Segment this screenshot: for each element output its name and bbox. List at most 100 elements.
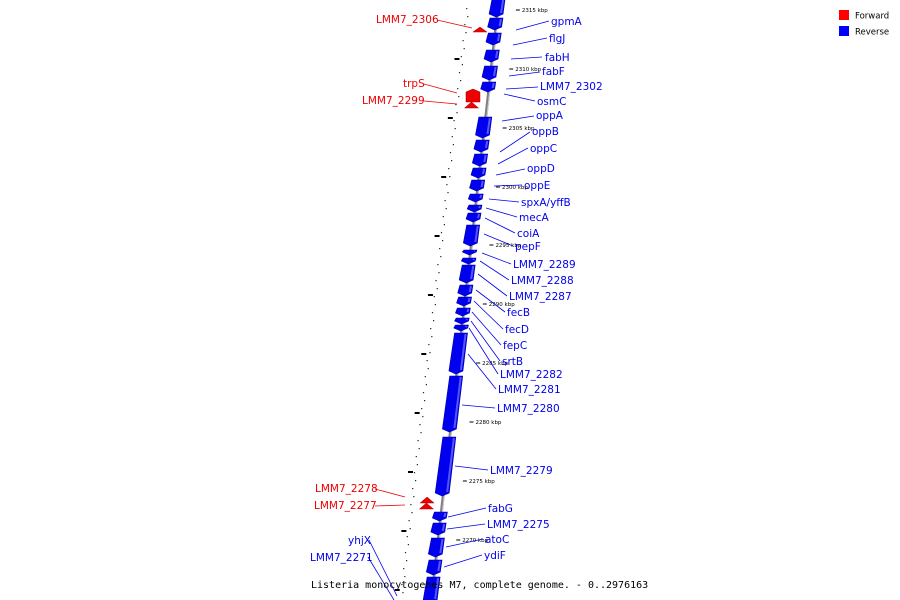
reverse-gene-feature[interactable] [460, 257, 477, 265]
position-dot [434, 304, 436, 306]
gene-features[interactable] [418, 0, 506, 600]
gene-label[interactable]: LMM7_2289 [513, 259, 576, 271]
gene-label[interactable]: LMM7_2287 [509, 291, 572, 303]
gene-label[interactable]: osmC [537, 96, 566, 108]
gene-label[interactable]: spxA/yffB [521, 197, 571, 209]
position-dot [416, 464, 418, 466]
reverse-gene-feature[interactable] [442, 375, 464, 433]
reverse-gene-feature[interactable] [455, 307, 471, 317]
gene-label[interactable]: oppC [530, 143, 557, 155]
gene-label[interactable]: fabG [488, 503, 513, 515]
reverse-gene-feature[interactable] [483, 49, 500, 63]
reverse-gene-feature[interactable] [454, 317, 470, 325]
gene-label[interactable]: srtB [502, 356, 523, 368]
gene-label[interactable]: LMM7_2280 [497, 403, 560, 415]
legend-reverse-swatch [839, 26, 849, 36]
reverse-gene-feature[interactable] [480, 81, 497, 93]
gene-label[interactable]: oppB [532, 126, 559, 138]
reverse-gene-feature[interactable] [432, 511, 448, 522]
reverse-gene-feature[interactable] [473, 139, 490, 153]
reverse-gene-feature[interactable] [448, 332, 468, 375]
gene-shade [443, 512, 447, 518]
gene-label[interactable]: mecA [519, 212, 549, 224]
position-dash [441, 176, 447, 178]
reverse-gene-feature[interactable] [453, 324, 469, 332]
label-leader-line [423, 83, 458, 94]
gene-label[interactable]: LMM7_2278 [315, 483, 378, 495]
gene-labels[interactable]: LMM7_2306 trpS LMM7_2299 LMM7_2278 LMM7_2277… [310, 14, 603, 564]
reverse-gene-feature[interactable] [456, 296, 472, 307]
gene-shade [480, 180, 484, 188]
gene-label[interactable]: yhjX [348, 535, 371, 547]
gene-label[interactable]: oppD [527, 163, 555, 175]
reverse-gene-feature[interactable] [457, 284, 474, 297]
gene-label[interactable]: LMM7_2282 [500, 369, 563, 381]
position-dot [463, 48, 465, 50]
position-dot [413, 496, 415, 498]
reverse-gene-feature[interactable] [469, 179, 486, 192]
gene-label[interactable]: fecD [505, 324, 529, 336]
tick-label: 2305 kbp [509, 126, 535, 132]
reverse-gene-feature[interactable] [470, 167, 487, 179]
gene-label[interactable]: LMM7_2299 [362, 95, 425, 107]
position-dot [461, 64, 463, 66]
gene-label[interactable]: ydiF [484, 550, 506, 562]
reverse-gene-feature[interactable] [425, 559, 443, 576]
reverse-gene-feature[interactable] [487, 17, 504, 31]
position-dot [446, 184, 448, 186]
gene-label[interactable]: fepC [503, 340, 527, 352]
legend-forward-swatch [839, 10, 849, 20]
gene-label[interactable]: LMM7_2281 [498, 384, 561, 396]
gene-label[interactable]: trpS [403, 78, 425, 90]
gene-shade [491, 82, 495, 89]
reverse-gene-feature[interactable] [471, 153, 489, 167]
reverse-gene-feature[interactable] [430, 522, 447, 536]
label-leaders [367, 19, 550, 600]
gene-label[interactable]: flgJ [549, 33, 565, 45]
gene-label[interactable]: gpmA [551, 16, 583, 28]
gene-label[interactable]: LMM7_2306 [376, 14, 439, 26]
position-dot [422, 416, 424, 418]
position-dot [424, 400, 426, 402]
position-dot [409, 528, 411, 530]
gene-label[interactable]: oppA [536, 110, 564, 122]
reverse-gene-feature[interactable] [465, 212, 482, 223]
gene-shade [500, 0, 505, 14]
position-dots [394, 8, 469, 594]
gene-label[interactable]: LMM7_2302 [540, 81, 603, 93]
reverse-gene-feature[interactable] [466, 204, 483, 213]
position-dot [438, 272, 440, 274]
gene-label[interactable]: fabH [545, 52, 570, 64]
reverse-gene-feature[interactable] [481, 65, 498, 81]
forward-gene-feature[interactable] [463, 101, 480, 109]
gene-label[interactable]: LMM7_2271 [310, 552, 373, 564]
forward-gene-feature[interactable] [419, 496, 435, 504]
gene-label[interactable]: LMM7_2279 [490, 465, 553, 477]
reverse-gene-feature[interactable] [467, 193, 484, 203]
position-dot [408, 520, 410, 522]
gene-label[interactable]: pepF [515, 241, 541, 253]
gene-shade [495, 50, 499, 59]
gene-label[interactable]: coiA [517, 228, 540, 240]
gene-label[interactable]: fecB [507, 307, 530, 319]
reverse-gene-feature[interactable] [485, 32, 502, 46]
reverse-gene-feature[interactable] [434, 436, 457, 497]
legend: Forward Reverse [839, 10, 889, 38]
gene-shade [439, 538, 444, 554]
label-leader-line [503, 93, 536, 102]
label-leader-line [481, 252, 512, 265]
position-dot [431, 336, 433, 338]
forward-gene-feature[interactable] [418, 502, 435, 510]
tick-label: 2280 kbp [476, 420, 502, 426]
gene-shade [481, 168, 486, 175]
gene-label[interactable]: oppE [524, 180, 550, 192]
gene-label[interactable]: LMM7_2288 [511, 275, 574, 287]
label-leader-line [447, 507, 487, 518]
forward-gene-feature[interactable] [465, 88, 481, 103]
gene-label[interactable]: LMM7_2275 [487, 519, 550, 531]
gene-label[interactable]: LMM7_2277 [314, 500, 377, 512]
forward-gene-feature[interactable] [472, 26, 488, 33]
gene-shade [479, 194, 483, 199]
gene-label[interactable]: atoC [485, 534, 509, 546]
gene-label[interactable]: fabF [542, 66, 565, 78]
